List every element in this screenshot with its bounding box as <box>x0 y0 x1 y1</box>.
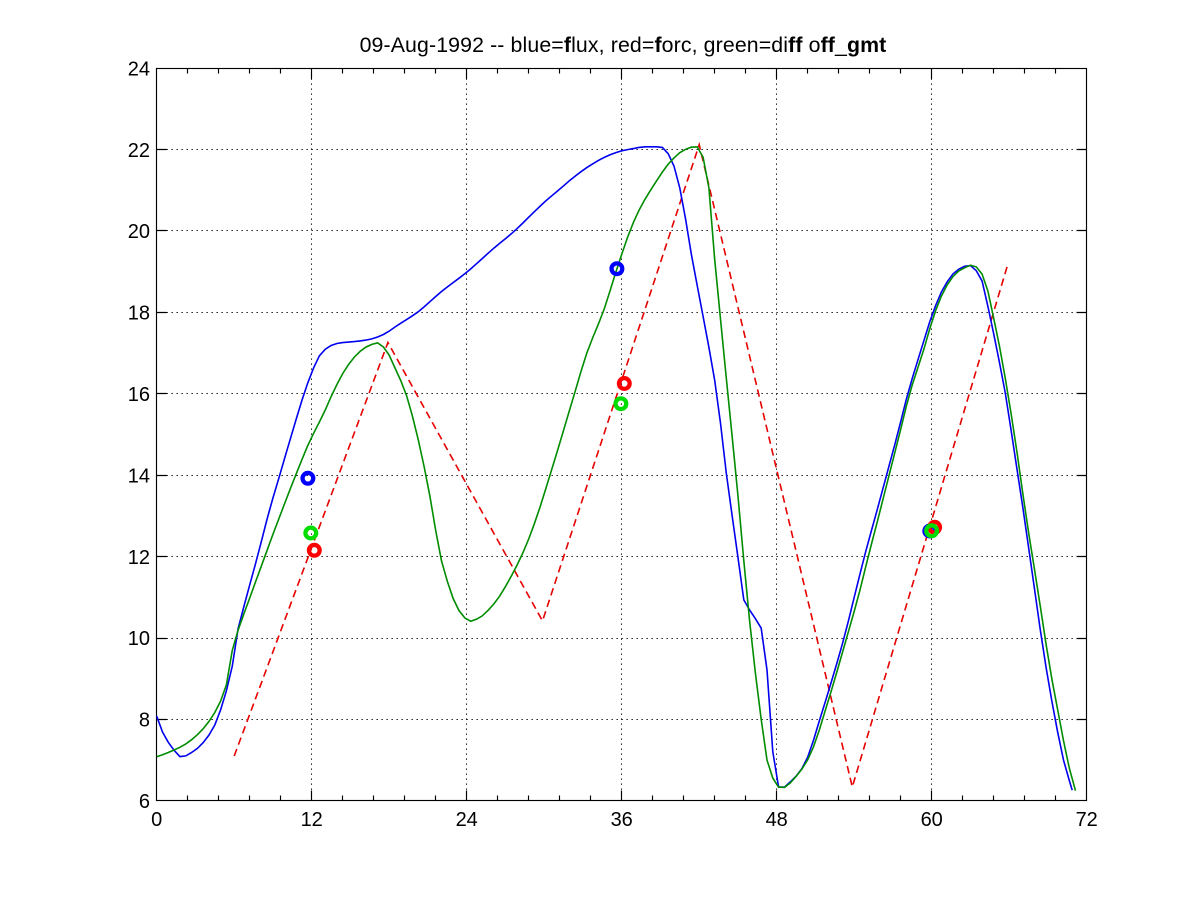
svg-text:8: 8 <box>139 710 150 732</box>
svg-text:16: 16 <box>128 384 150 406</box>
svg-text:72: 72 <box>1076 809 1098 831</box>
svg-text:10: 10 <box>128 628 150 650</box>
svg-text:14: 14 <box>128 465 150 487</box>
svg-text:48: 48 <box>766 809 788 831</box>
svg-text:22: 22 <box>128 140 150 162</box>
svg-text:12: 12 <box>128 547 150 569</box>
svg-text:09-Aug-1992 -- blue=flux, red=: 09-Aug-1992 -- blue=flux, red=forc, gree… <box>360 33 887 57</box>
svg-text:0: 0 <box>151 809 162 831</box>
svg-text:24: 24 <box>456 809 478 831</box>
svg-text:18: 18 <box>128 303 150 325</box>
svg-text:12: 12 <box>301 809 323 831</box>
svg-text:20: 20 <box>128 221 150 243</box>
svg-text:36: 36 <box>611 809 633 831</box>
svg-text:6: 6 <box>139 791 150 813</box>
svg-text:24: 24 <box>128 58 150 80</box>
svg-text:60: 60 <box>921 809 943 831</box>
